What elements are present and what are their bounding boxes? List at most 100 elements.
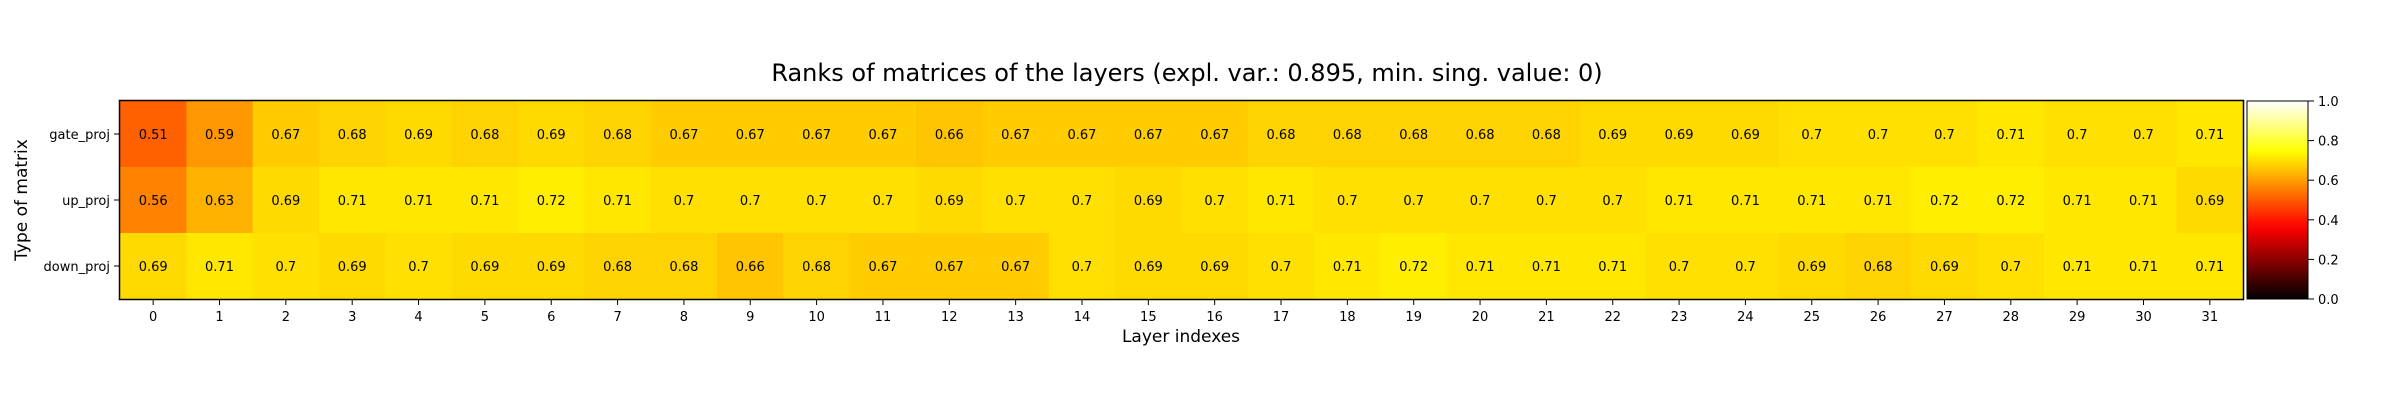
- heatmap-cell: [1844, 233, 1912, 300]
- cell-value-label: 0.68: [603, 260, 632, 275]
- cell-value-label: 0.69: [537, 260, 566, 275]
- x-tick-label: 2: [282, 310, 290, 325]
- heatmap-cell: [518, 233, 586, 300]
- cell-value-label: 0.71: [603, 194, 632, 209]
- heatmap-cell: [385, 233, 453, 300]
- cell-value-label: 0.7: [1005, 194, 1026, 209]
- x-tick-label: 7: [613, 310, 621, 325]
- cell-value-label: 0.59: [205, 128, 234, 143]
- cell-value-label: 0.68: [1333, 128, 1362, 143]
- y-axis-label: Type of matrix: [12, 139, 32, 262]
- heatmap-cell: [1380, 233, 1448, 300]
- x-tick-label: 30: [2135, 310, 2152, 325]
- cell-value-label: 0.7: [1403, 194, 1424, 209]
- cell-value-label: 0.71: [404, 194, 433, 209]
- heatmap-cell-labels: 0.51 0.59 0.67 0.68 0.69 0.68 0.69 0.68 0.67 0.67…: [139, 128, 2225, 275]
- cell-value-label: 0.67: [1134, 128, 1163, 143]
- heatmap-cell: [1115, 101, 1183, 168]
- heatmap-cell: [1579, 101, 1647, 168]
- heatmap-cell: [1911, 233, 1979, 300]
- cell-value-label: 0.71: [470, 194, 499, 209]
- heatmap-cell: [186, 167, 254, 234]
- cell-value-label: 0.69: [1731, 128, 1760, 143]
- heatmap-cell: [120, 167, 187, 234]
- colorbar-gradient: [2246, 100, 2309, 300]
- heatmap-cell: [1977, 167, 2045, 234]
- heatmap-cell: [1048, 167, 1116, 234]
- heatmap-cell: [783, 167, 851, 234]
- heatmap-cell: [319, 167, 386, 234]
- cell-value-label: 0.66: [935, 128, 964, 143]
- cell-value-label: 0.7: [1868, 128, 1889, 143]
- x-tick-label: 24: [1737, 310, 1754, 325]
- cell-value-label: 0.69: [1200, 260, 1229, 275]
- x-tick-label: 25: [1803, 310, 1820, 325]
- heatmap-cell: [1513, 167, 1581, 234]
- cell-value-label: 0.71: [1864, 194, 1893, 209]
- heatmap-cell: [1314, 101, 1382, 168]
- heatmap-cell: [783, 101, 851, 168]
- x-tick-label: 0: [149, 310, 157, 325]
- x-tick-label: 22: [1604, 310, 1621, 325]
- heatmap-cell: [2043, 101, 2111, 168]
- cell-value-label: 0.7: [1204, 194, 1225, 209]
- heatmap-cell: [1778, 233, 1846, 300]
- heatmap-cell: [319, 233, 386, 300]
- cell-value-label: 0.68: [669, 260, 698, 275]
- heatmap-cell: [1513, 101, 1581, 168]
- heatmap-cell: [1247, 101, 1315, 168]
- cell-value-label: 0.69: [1598, 128, 1627, 143]
- heatmap-cell: [2176, 167, 2244, 234]
- cell-value-label: 0.56: [139, 194, 168, 209]
- heatmap-cell: [916, 167, 984, 234]
- heatmap-cell: [717, 101, 785, 168]
- heatmap-cell: [1247, 167, 1315, 234]
- cell-value-label: 0.71: [2063, 260, 2092, 275]
- x-tick-label: 20: [1472, 310, 1489, 325]
- heatmap-cells: [120, 101, 2244, 300]
- heatmap-cell: [1645, 233, 1713, 300]
- cell-value-label: 0.69: [935, 194, 964, 209]
- colorbar-tick-label: 0.8: [2318, 135, 2339, 150]
- heatmap-cell: [1181, 167, 1249, 234]
- x-tick-label: 16: [1206, 310, 1223, 325]
- heatmap-cell: [1048, 233, 1116, 300]
- cell-value-label: 0.7: [1602, 194, 1623, 209]
- heatmap-cell: [1579, 167, 1647, 234]
- cell-value-label: 0.69: [404, 128, 433, 143]
- cell-value-label: 0.67: [868, 128, 897, 143]
- cell-value-label: 0.7: [674, 194, 695, 209]
- cell-value-label: 0.71: [1996, 128, 2025, 143]
- heatmap-cell: [982, 101, 1050, 168]
- cell-value-label: 0.66: [736, 260, 765, 275]
- x-tick-label: 1: [215, 310, 223, 325]
- y-axis-ticks: gate_proj up_proj down_proj: [44, 128, 120, 275]
- heatmap-cell: [1712, 167, 1780, 234]
- x-tick-label: 9: [746, 310, 754, 325]
- heatmap-cell: [2110, 233, 2178, 300]
- cell-value-label: 0.67: [736, 128, 765, 143]
- cell-value-label: 0.7: [1801, 128, 1822, 143]
- heatmap-cell: [2176, 233, 2244, 300]
- heatmap-cell: [1247, 233, 1315, 300]
- heatmap-cell: [849, 233, 917, 300]
- cell-value-label: 0.63: [205, 194, 234, 209]
- heatmap-cell: [849, 167, 917, 234]
- heatmap-cell: [584, 167, 652, 234]
- cell-value-label: 0.69: [271, 194, 300, 209]
- heatmap-cell: [1380, 101, 1448, 168]
- heatmap-cell: [1844, 167, 1912, 234]
- heatmap-cell: [982, 233, 1050, 300]
- cell-value-label: 0.67: [669, 128, 698, 143]
- heatmap-cell: [1115, 233, 1183, 300]
- cell-value-label: 0.7: [873, 194, 894, 209]
- colorbar: 0.0 0.2 0.4 0.6 0.8 1.0: [2246, 95, 2339, 308]
- cell-value-label: 0.69: [1930, 260, 1959, 275]
- cell-value-label: 0.7: [1536, 194, 1557, 209]
- cell-value-label: 0.69: [537, 128, 566, 143]
- cell-value-label: 0.71: [2129, 194, 2158, 209]
- heatmap-cell: [319, 101, 386, 168]
- heatmap-cell: [2043, 167, 2111, 234]
- cell-value-label: 0.68: [1267, 128, 1296, 143]
- heatmap-cell: [1977, 101, 2045, 168]
